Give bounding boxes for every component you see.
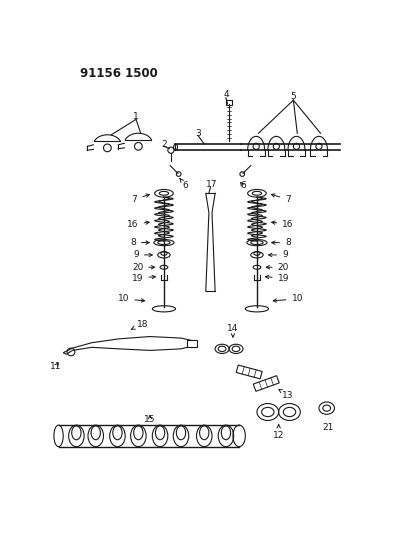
Polygon shape [63, 336, 195, 354]
Text: 12: 12 [273, 424, 284, 440]
Polygon shape [236, 365, 262, 379]
Text: 20: 20 [266, 263, 289, 272]
Text: 6: 6 [240, 181, 246, 190]
Text: 4: 4 [223, 90, 229, 99]
Text: 8: 8 [272, 238, 291, 247]
Text: 19: 19 [132, 273, 156, 282]
Text: 13: 13 [279, 390, 294, 400]
Text: 6: 6 [180, 179, 188, 190]
Text: 20: 20 [132, 263, 155, 272]
Text: 15: 15 [144, 415, 156, 424]
Text: 10: 10 [273, 294, 303, 303]
Text: 7: 7 [132, 194, 149, 204]
Text: 11: 11 [50, 362, 61, 371]
Polygon shape [253, 376, 279, 391]
Text: 18: 18 [131, 320, 148, 329]
Text: 3: 3 [195, 129, 201, 138]
Text: 17: 17 [206, 180, 218, 189]
Text: 14: 14 [227, 325, 239, 337]
Text: 7: 7 [271, 194, 291, 204]
Text: 2: 2 [161, 140, 167, 149]
Text: 1: 1 [133, 112, 139, 121]
Text: 9: 9 [269, 251, 288, 260]
Text: 16: 16 [127, 220, 149, 229]
Text: 21: 21 [323, 423, 334, 432]
Text: 9: 9 [133, 251, 152, 260]
Text: 8: 8 [130, 238, 149, 247]
FancyBboxPatch shape [187, 340, 197, 348]
Text: 10: 10 [118, 294, 145, 303]
FancyBboxPatch shape [226, 100, 232, 105]
Text: 5: 5 [290, 92, 296, 101]
Text: 91156 1500: 91156 1500 [80, 67, 158, 80]
Text: 19: 19 [266, 273, 289, 282]
Text: 16: 16 [271, 220, 294, 229]
